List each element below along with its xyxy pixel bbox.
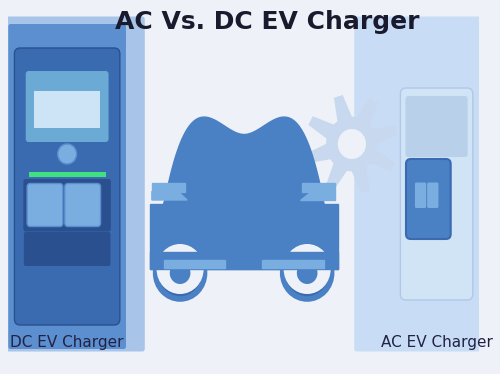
Polygon shape [300,191,336,200]
Polygon shape [152,183,185,191]
FancyBboxPatch shape [354,16,482,352]
FancyBboxPatch shape [24,232,110,266]
Polygon shape [164,139,324,204]
Polygon shape [306,95,398,193]
Polygon shape [150,251,338,269]
Polygon shape [164,260,225,268]
Text: AC Vs. DC EV Charger: AC Vs. DC EV Charger [115,9,420,34]
Text: AC EV Charger: AC EV Charger [380,335,492,350]
Circle shape [58,144,76,164]
Circle shape [282,247,332,299]
Text: DC EV Charger: DC EV Charger [10,335,124,350]
FancyBboxPatch shape [14,48,120,325]
Polygon shape [150,204,338,269]
Polygon shape [302,183,336,191]
Polygon shape [152,191,187,200]
FancyBboxPatch shape [406,96,468,157]
FancyBboxPatch shape [27,184,63,227]
FancyBboxPatch shape [427,183,438,208]
FancyBboxPatch shape [415,183,426,208]
Circle shape [170,262,190,284]
FancyBboxPatch shape [400,88,473,300]
Circle shape [156,244,204,294]
FancyBboxPatch shape [406,159,450,239]
FancyBboxPatch shape [24,179,111,232]
Circle shape [284,244,331,294]
FancyBboxPatch shape [34,91,100,128]
Bar [28,172,106,177]
Circle shape [156,247,204,299]
FancyBboxPatch shape [8,24,126,349]
FancyBboxPatch shape [65,184,100,227]
FancyBboxPatch shape [26,71,108,142]
Circle shape [297,262,318,284]
Polygon shape [262,260,324,268]
FancyBboxPatch shape [6,16,145,352]
Circle shape [338,129,366,159]
